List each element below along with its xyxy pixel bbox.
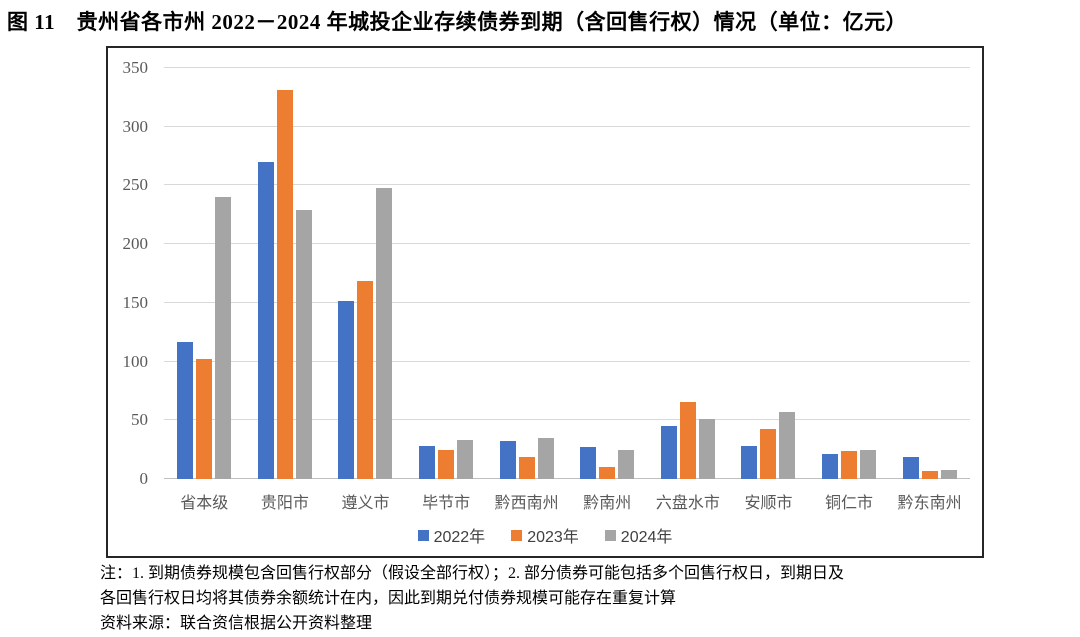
x-tick-label-遵义市: 遵义市: [341, 495, 390, 512]
x-tick-label-六盘水市: 六盘水市: [655, 495, 720, 512]
x-axis: 省本级 贵阳市 遵义市 毕节市 黔西南州 黔南州 六盘水市 安顺市 铜仁市 黔东南州: [164, 489, 970, 513]
legend-label: 2023年: [527, 529, 579, 546]
bar-2024年-六盘水市: [698, 419, 715, 479]
bar-groups: [164, 68, 970, 479]
bar-2024年-黔西南州: [537, 437, 554, 479]
x-tick-label-黔西南州: 黔西南州: [494, 495, 559, 512]
y-tick-label-50: 50: [131, 410, 148, 430]
bar-2023年-贵阳市: [276, 90, 293, 479]
x-tick-label-铜仁市: 铜仁市: [825, 495, 874, 512]
chart-notes: 注：1. 到期债券规模包含回售行权部分（假设全部行权）；2. 部分债券可能包括多…: [100, 561, 1020, 636]
legend-item-2022年: 2022年: [417, 523, 486, 547]
note-line-1: 注：1. 到期债券规模包含回售行权部分（假设全部行权）；2. 部分债券可能包括多…: [100, 565, 845, 582]
bar-2023年-遵义市: [357, 280, 374, 479]
gridline-200: [164, 243, 970, 245]
bar-group-贵阳市: [245, 68, 326, 479]
gridline-50: [164, 419, 970, 421]
bar-2022年-黔南州: [580, 447, 597, 479]
note-line-2: 各回售行权日均将其债券余额统计在内，因此到期兑付债券规模可能存在重复计算: [100, 590, 677, 607]
y-tick-label-350: 350: [122, 58, 149, 77]
bar-2024年-遵义市: [376, 187, 393, 479]
x-tick-label-黔东南州: 黔东南州: [897, 495, 962, 512]
legend-item-2024年: 2024年: [604, 523, 673, 547]
legend-item-2023年: 2023年: [511, 523, 579, 547]
legend-swatch-icon: [604, 529, 616, 541]
bar-group-毕节市: [406, 68, 487, 479]
bar-2024年-黔东南州: [940, 469, 957, 479]
legend-swatch-icon: [511, 529, 523, 541]
source-line: 资料来源：联合资信根据公开资料整理: [100, 615, 373, 632]
bar-2024年-贵阳市: [295, 210, 312, 479]
legend-label: 2024年: [620, 529, 673, 546]
bar-group-六盘水市: [648, 68, 729, 479]
bar-2024年-铜仁市: [860, 449, 877, 479]
x-tick-label-安顺市: 安顺市: [744, 495, 793, 512]
y-tick-label-150: 150: [122, 292, 149, 312]
bar-2023年-省本级: [196, 359, 213, 479]
gridline-150: [164, 301, 970, 303]
bar-2024年-毕节市: [457, 440, 474, 479]
legend-swatch-icon: [417, 529, 429, 541]
bar-2023年-安顺市: [760, 428, 777, 479]
bar-2024年-黔南州: [618, 449, 635, 479]
bar-2022年-贵阳市: [257, 161, 274, 479]
y-tick-label-200: 200: [122, 234, 149, 254]
chart-title: 图 11 贵州省各市州 2022－2024 年城投企业存续债券到期（含回售行权）…: [7, 10, 908, 34]
plot-area: [164, 67, 970, 479]
bar-group-遵义市: [325, 68, 406, 479]
bar-2022年-黔东南州: [902, 456, 919, 479]
bar-2022年-黔西南州: [499, 441, 516, 479]
bar-2022年-毕节市: [419, 446, 436, 479]
gridline-300: [164, 125, 970, 127]
chart-frame: 0 50 100 150 200 250 300 350 省本级 贵阳市 遵义市 毕节市 黔西南州 黔南…: [106, 46, 984, 558]
bar-2022年-省本级: [177, 341, 194, 479]
bar-2022年-六盘水市: [660, 426, 677, 479]
bar-2023年-铜仁市: [841, 450, 858, 479]
bar-2022年-安顺市: [741, 446, 758, 479]
bar-2023年-黔南州: [599, 467, 616, 479]
gridline-100: [164, 360, 970, 362]
x-tick-label-毕节市: 毕节市: [422, 495, 471, 512]
bar-2024年-省本级: [215, 197, 232, 479]
bar-group-黔东南州: [889, 68, 970, 479]
bar-group-安顺市: [728, 68, 809, 479]
x-tick-label-黔南州: 黔南州: [583, 495, 632, 512]
bar-2023年-毕节市: [438, 449, 455, 479]
bar-group-铜仁市: [809, 68, 890, 479]
y-tick-label-0: 0: [139, 469, 149, 488]
bar-group-黔西南州: [486, 68, 567, 479]
bar-2023年-黔西南州: [518, 456, 535, 479]
bar-2024年-安顺市: [779, 412, 796, 479]
x-tick-label-贵阳市: 贵阳市: [260, 495, 309, 512]
gridline-350: [164, 67, 970, 68]
bar-2022年-铜仁市: [822, 454, 839, 479]
bar-2023年-黔东南州: [921, 470, 938, 479]
y-tick-label-300: 300: [122, 116, 149, 136]
bar-2023年-六盘水市: [679, 401, 696, 479]
bar-group-省本级: [164, 68, 245, 479]
y-tick-label-250: 250: [122, 175, 149, 195]
bar-2022年-遵义市: [338, 300, 355, 479]
bar-group-黔南州: [567, 68, 648, 479]
legend-label: 2022年: [433, 529, 486, 546]
legend: 2022年 2023年 2024年: [108, 523, 982, 547]
gridline-250: [164, 184, 970, 186]
gridline-0: [164, 478, 970, 479]
x-tick-label-省本级: 省本级: [180, 495, 229, 512]
y-tick-label-100: 100: [122, 351, 149, 371]
